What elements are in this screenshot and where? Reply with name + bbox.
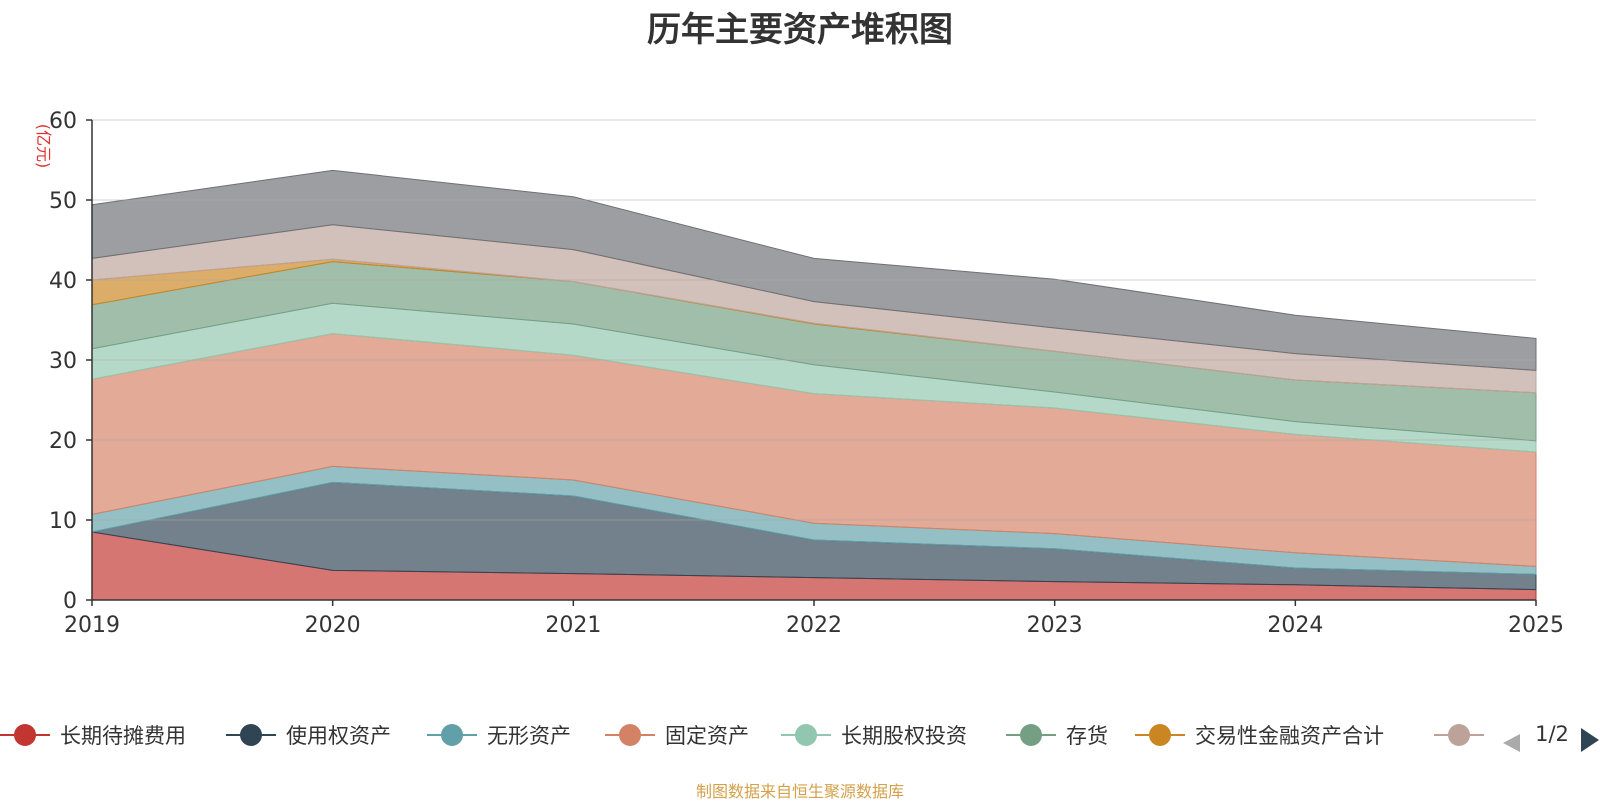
legend-marker-6	[1149, 724, 1171, 746]
legend-marker-2	[441, 724, 463, 746]
legend-pager: 1/2	[1503, 722, 1599, 752]
legend-label-4: 长期股权投资	[841, 724, 967, 748]
y-axis-unit-label: (亿元)	[34, 124, 53, 169]
y-tick-label-2: 20	[49, 429, 77, 454]
legend-label-0: 长期待摊费用	[60, 724, 186, 748]
source-note: 制图数据来自恒生聚源数据库	[695, 782, 904, 801]
y-tick-label-1: 10	[49, 509, 77, 534]
legend-item-4[interactable]: 长期股权投资	[781, 724, 967, 748]
legend-item-1[interactable]: 使用权资产	[226, 724, 391, 748]
x-tick-label-6: 2025	[1508, 613, 1564, 638]
y-tick-label-0: 0	[63, 589, 77, 614]
x-tick-label-2: 2021	[545, 613, 601, 638]
legend-marker-0	[14, 724, 36, 746]
legend-label-6: 交易性金融资产合计	[1195, 724, 1384, 748]
x-tick-label-4: 2023	[1027, 613, 1083, 638]
legend-item-5[interactable]: 存货	[1006, 724, 1108, 748]
legend-label-5: 存货	[1066, 724, 1108, 748]
x-tick-label-3: 2022	[786, 613, 842, 638]
x-tick-label-1: 2020	[305, 613, 361, 638]
legend-marker-3	[619, 724, 641, 746]
legend-item-7[interactable]	[1434, 724, 1484, 746]
chart-title: 历年主要资产堆积图	[647, 10, 953, 50]
legend-marker-4	[795, 724, 817, 746]
legend-label-3: 固定资产	[665, 724, 749, 748]
legend-prev-page-icon[interactable]	[1503, 734, 1520, 752]
legend-item-3[interactable]: 固定资产	[605, 724, 749, 748]
x-tick-label-0: 2019	[64, 613, 120, 638]
legend-label-1: 使用权资产	[286, 724, 391, 748]
legend-next-page-icon[interactable]	[1581, 728, 1599, 752]
legend-item-2[interactable]: 无形资产	[427, 724, 571, 748]
area-series-8[interactable]	[91, 169, 1537, 371]
legend-marker-1	[240, 724, 262, 746]
y-tick-label-5: 50	[49, 189, 77, 214]
axes: 0 10 20 30 40 50 60 2019 2020 2021 2022 2023 2024 202…	[49, 109, 1564, 638]
legend-marker-7	[1448, 724, 1470, 746]
y-tick-label-3: 30	[49, 349, 77, 374]
legend: 长期待摊费用 使用权资产 无形资产 固定资产 长期股权投资 存货 交易性金融资产合计	[0, 724, 1484, 748]
area-series-group	[91, 169, 1537, 601]
x-tick-label-5: 2024	[1267, 613, 1323, 638]
legend-marker-5	[1020, 724, 1042, 746]
gridlines	[92, 119, 1536, 521]
y-tick-label-4: 40	[49, 269, 77, 294]
legend-item-0[interactable]: 长期待摊费用	[0, 724, 186, 748]
legend-page-indicator: 1/2	[1535, 722, 1569, 746]
y-tick-label-6: 60	[49, 109, 77, 134]
legend-label-2: 无形资产	[487, 724, 571, 748]
legend-item-6[interactable]: 交易性金融资产合计	[1135, 724, 1384, 748]
